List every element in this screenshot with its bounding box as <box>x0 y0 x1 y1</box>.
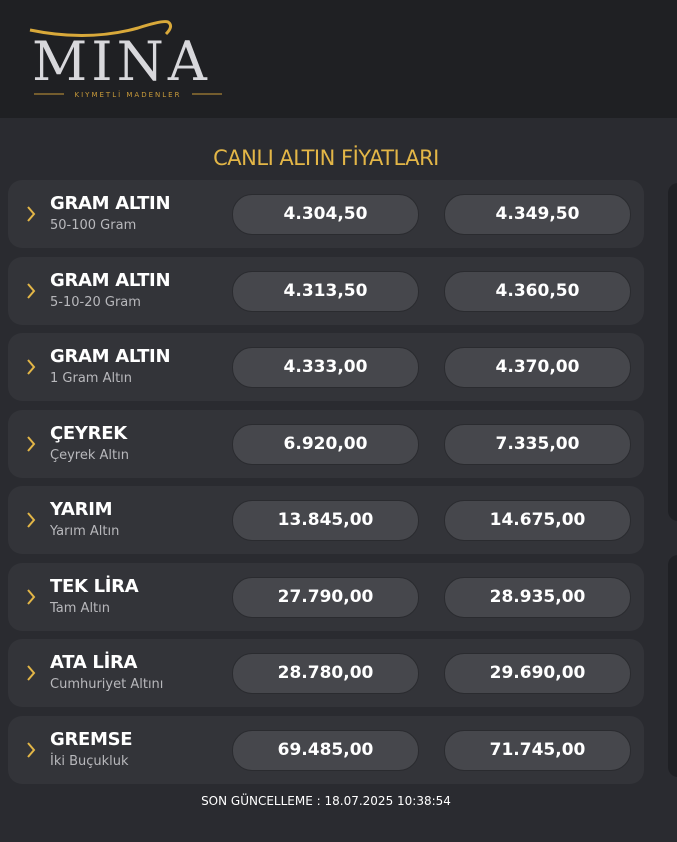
sell-price: 28.935,00 <box>444 576 631 618</box>
sell-price: 4.360,50 <box>444 270 631 312</box>
product-subtitle: Yarım Altın <box>50 524 120 539</box>
side-panel <box>668 183 677 521</box>
chevron-right-icon <box>27 359 36 375</box>
buy-price: 6.920,00 <box>232 423 419 465</box>
price-row[interactable]: ÇEYREK Çeyrek Altın 6.920,00 7.335,00 <box>8 409 644 478</box>
chevron-right-icon <box>27 282 36 299</box>
side-panel <box>668 555 677 777</box>
sell-price: 14.675,00 <box>444 500 631 541</box>
chevron-right-icon <box>27 741 36 758</box>
buy-price: 27.790,00 <box>232 576 419 618</box>
sell-price: 4.349,50 <box>444 194 631 235</box>
price-row[interactable]: GREMSE İki Buçukluk 69.485,00 71.745,00 <box>8 715 644 784</box>
buy-price: 4.304,50 <box>232 194 419 235</box>
buy-price: 28.780,00 <box>232 653 419 694</box>
price-row[interactable]: ATA LİRA Cumhuriyet Altını 28.780,00 29.… <box>8 639 644 707</box>
buy-price: 13.845,00 <box>232 500 419 541</box>
product-subtitle: Tam Altın <box>50 600 111 616</box>
product-subtitle: 50-100 Gram <box>50 218 137 233</box>
sell-price: 7.335,00 <box>444 423 631 465</box>
product-name: GRAM ALTIN <box>50 269 171 291</box>
product-subtitle: 5-10-20 Gram <box>50 294 141 310</box>
mina-logo: MINA KIYMETLİ MADENLER <box>29 20 222 99</box>
product-name: GRAM ALTIN <box>50 346 171 367</box>
product-subtitle: Çeyrek Altın <box>50 447 129 463</box>
product-subtitle: 1 Gram Altın <box>50 371 133 386</box>
price-row[interactable]: GRAM ALTIN 5-10-20 Gram 4.313,50 4.360,5… <box>8 256 644 325</box>
product-subtitle: Cumhuriyet Altını <box>50 677 164 692</box>
chevron-right-icon <box>27 588 36 605</box>
product-name: GREMSE <box>50 728 133 750</box>
chevron-right-icon <box>27 206 36 222</box>
chevron-right-icon <box>27 435 36 452</box>
svg-text:KIYMETLİ MADENLER: KIYMETLİ MADENLER <box>75 90 182 99</box>
price-row[interactable]: TEK LİRA Tam Altın 27.790,00 28.935,00 <box>8 562 644 631</box>
buy-price: 4.333,00 <box>232 347 419 388</box>
sell-price: 71.745,00 <box>444 729 631 771</box>
chevron-right-icon <box>27 512 36 528</box>
sell-price: 4.370,00 <box>444 347 631 388</box>
header: MINA KIYMETLİ MADENLER <box>0 0 677 118</box>
product-subtitle: İki Buçukluk <box>50 753 129 769</box>
page-title: CANLI ALTIN FİYATLARI <box>213 146 439 170</box>
price-row[interactable]: YARIM Yarım Altın 13.845,00 14.675,00 <box>8 486 644 554</box>
buy-price: 69.485,00 <box>232 729 419 771</box>
product-name: ÇEYREK <box>50 422 127 444</box>
buy-price: 4.313,50 <box>232 270 419 312</box>
product-name: TEK LİRA <box>50 575 139 597</box>
sell-price: 29.690,00 <box>444 653 631 694</box>
product-name: YARIM <box>50 499 113 520</box>
svg-text:MINA: MINA <box>32 30 211 93</box>
price-row[interactable]: GRAM ALTIN 50-100 Gram 4.304,50 4.349,50 <box>8 180 644 248</box>
product-name: ATA LİRA <box>50 652 138 673</box>
price-row[interactable]: GRAM ALTIN 1 Gram Altın 4.333,00 4.370,0… <box>8 333 644 401</box>
chevron-right-icon <box>27 665 36 681</box>
last-update: SON GÜNCELLEME : 18.07.2025 10:38:54 <box>201 794 451 808</box>
product-name: GRAM ALTIN <box>50 193 171 214</box>
